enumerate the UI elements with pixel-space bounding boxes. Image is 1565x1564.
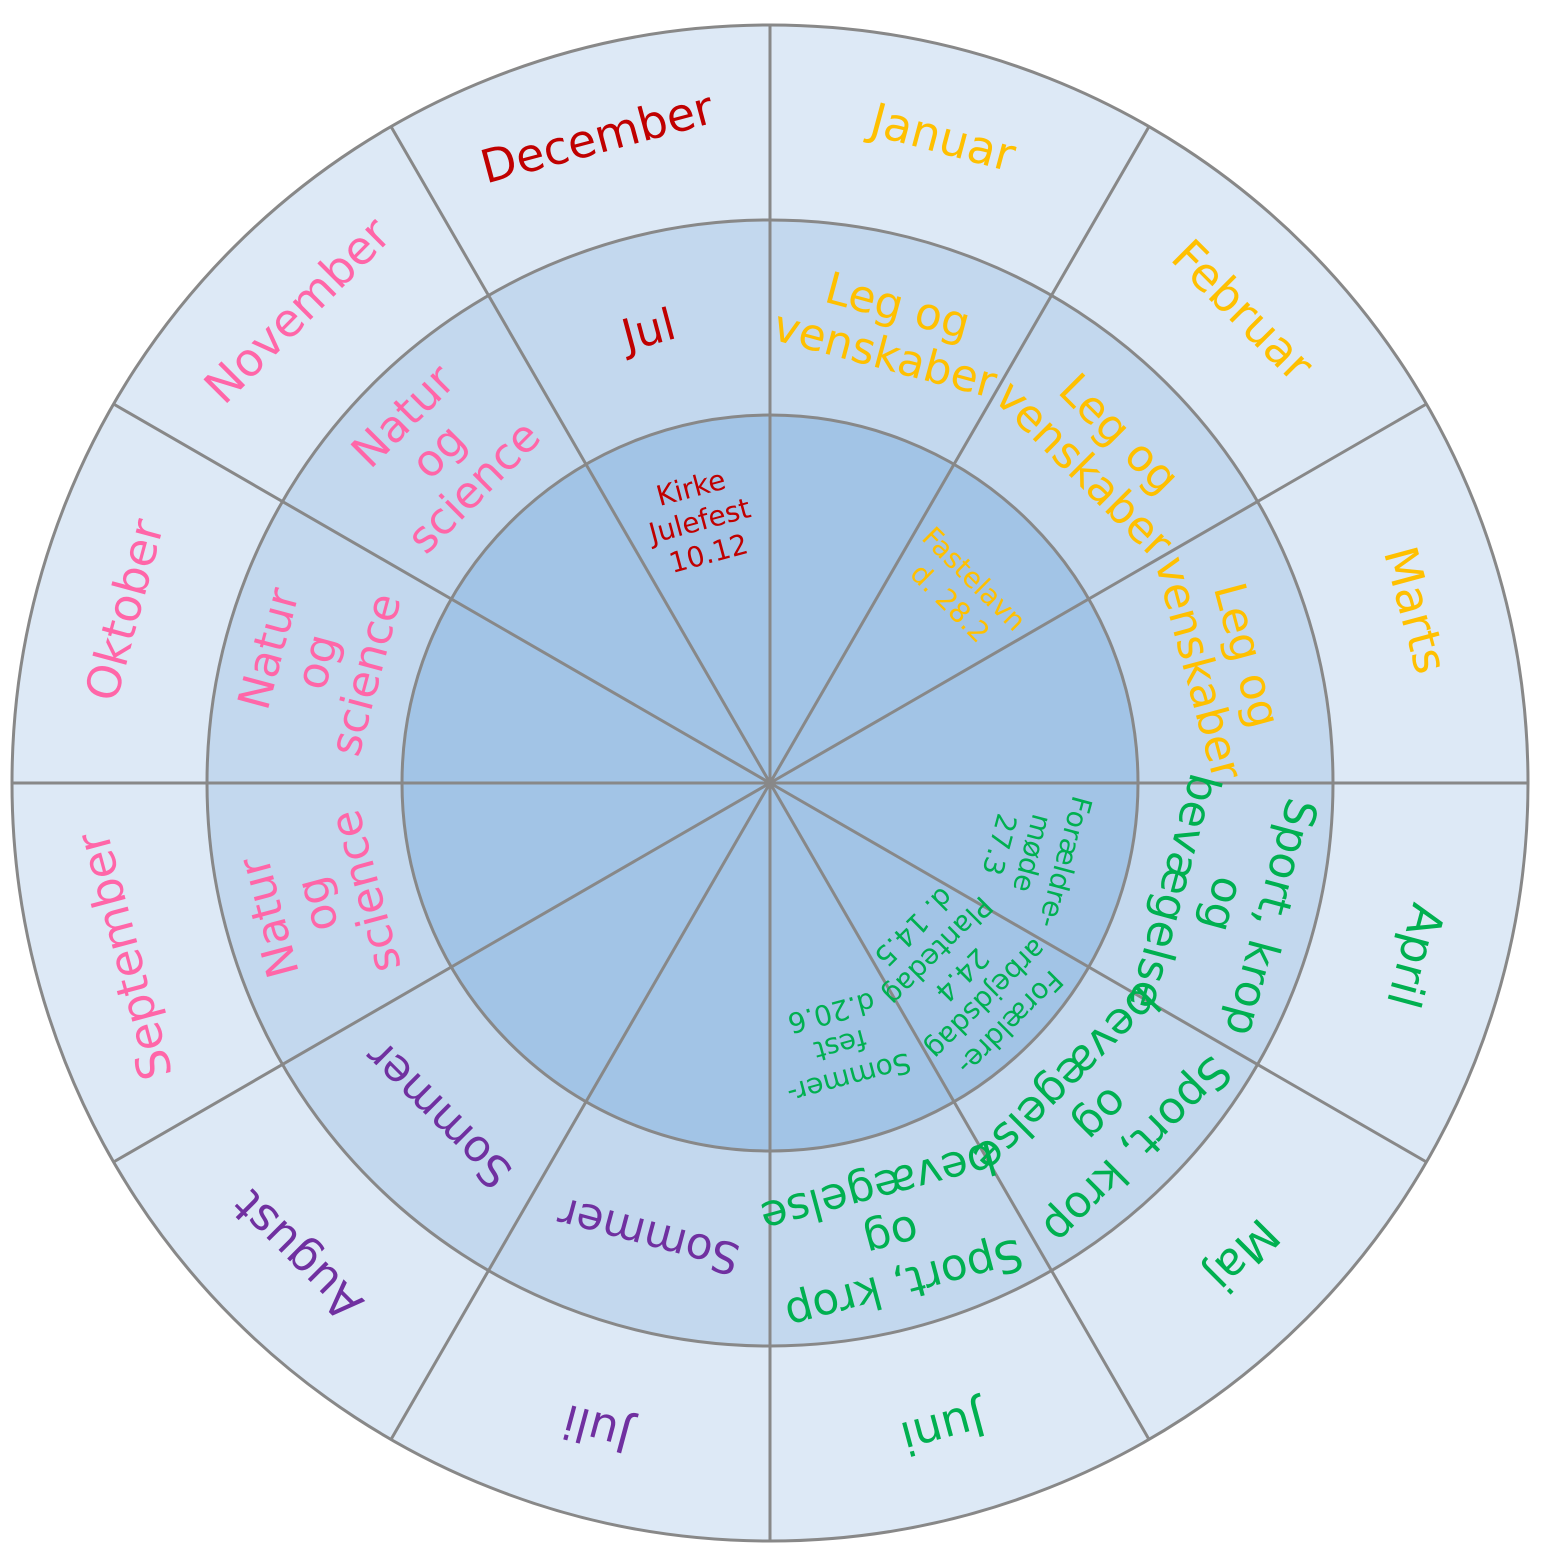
spoke [769, 781, 1428, 1164]
spoke [112, 402, 771, 785]
spoke [768, 782, 1151, 1441]
spoke [112, 781, 771, 1164]
spoke [389, 125, 772, 784]
spoke [769, 402, 1428, 785]
spoke [389, 782, 772, 1441]
spoke [768, 125, 1151, 784]
spokes [12, 25, 1528, 1541]
